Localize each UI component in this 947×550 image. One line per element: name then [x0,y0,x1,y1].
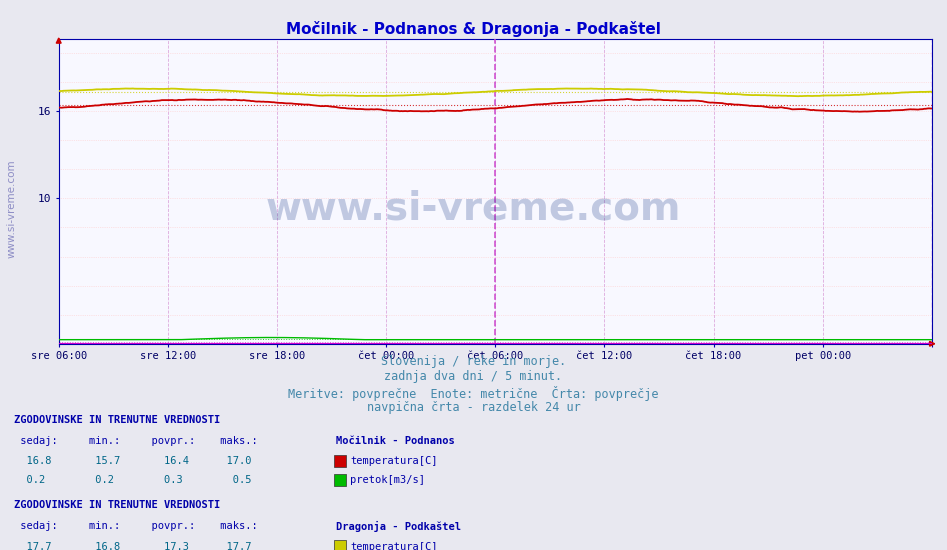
Text: Močilnik - Podnanos & Dragonja - Podkaštel: Močilnik - Podnanos & Dragonja - Podkašt… [286,21,661,37]
Text: 16.8       15.7       16.4      17.0: 16.8 15.7 16.4 17.0 [14,456,252,466]
Text: www.si-vreme.com: www.si-vreme.com [266,190,681,228]
Text: temperatura[C]: temperatura[C] [350,456,438,466]
Text: zadnja dva dni / 5 minut.: zadnja dva dni / 5 minut. [384,370,563,383]
Text: Močilnik - Podnanos: Močilnik - Podnanos [336,436,455,446]
Text: temperatura[C]: temperatura[C] [350,542,438,550]
Text: 17.7       16.8       17.3      17.7: 17.7 16.8 17.3 17.7 [14,542,252,550]
Text: ZGODOVINSKE IN TRENUTNE VREDNOSTI: ZGODOVINSKE IN TRENUTNE VREDNOSTI [14,500,221,510]
Text: 0.2        0.2        0.3        0.5: 0.2 0.2 0.3 0.5 [14,475,252,485]
Text: Meritve: povprečne  Enote: metrične  Črta: povprečje: Meritve: povprečne Enote: metrične Črta:… [288,386,659,400]
Text: navpična črta - razdelek 24 ur: navpična črta - razdelek 24 ur [366,401,581,414]
Text: sedaj:     min.:     povpr.:    maks.:: sedaj: min.: povpr.: maks.: [14,521,258,531]
Text: ZGODOVINSKE IN TRENUTNE VREDNOSTI: ZGODOVINSKE IN TRENUTNE VREDNOSTI [14,415,221,425]
Text: pretok[m3/s]: pretok[m3/s] [350,475,425,485]
Text: sedaj:     min.:     povpr.:    maks.:: sedaj: min.: povpr.: maks.: [14,436,258,446]
Text: Slovenija / reke in morje.: Slovenija / reke in morje. [381,355,566,368]
Text: www.si-vreme.com: www.si-vreme.com [7,160,16,258]
Text: Dragonja - Podkaštel: Dragonja - Podkaštel [336,521,461,532]
